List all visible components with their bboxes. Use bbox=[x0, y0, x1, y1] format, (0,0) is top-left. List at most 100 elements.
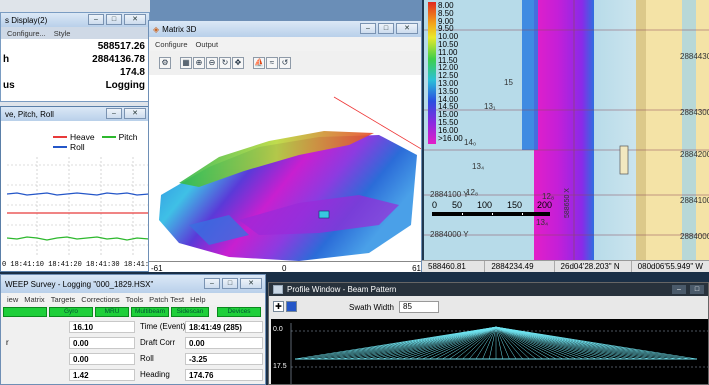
profile-axis-top: 0.0 bbox=[273, 326, 283, 333]
status-easting: 588460.81 bbox=[422, 261, 486, 272]
hpr-chart bbox=[7, 157, 149, 257]
maximize-button[interactable]: □ bbox=[690, 285, 704, 294]
legend-pitch: Pitch bbox=[118, 132, 138, 142]
menu-configure[interactable]: Configure bbox=[155, 39, 188, 49]
sounding-label: 15 bbox=[504, 78, 513, 87]
scale-label: 100 bbox=[476, 200, 492, 210]
status-longitude: 080d06'55.949" W bbox=[637, 262, 703, 271]
menu-patch-test[interactable]: Patch Test bbox=[149, 294, 185, 304]
beam-line bbox=[495, 326, 698, 360]
maximize-button[interactable]: □ bbox=[106, 14, 122, 25]
add-icon[interactable]: ✚ bbox=[273, 301, 284, 312]
pitch-line bbox=[7, 236, 149, 241]
maximize-button[interactable]: □ bbox=[222, 278, 238, 289]
sounding-label: 14₀ bbox=[464, 138, 477, 147]
row-value: 16.10 bbox=[69, 321, 135, 333]
rotate-icon[interactable]: ↻ bbox=[219, 57, 231, 69]
minimize-button[interactable]: – bbox=[88, 14, 104, 25]
display-window-title: s Display(2) bbox=[5, 15, 48, 25]
beam-line bbox=[368, 326, 497, 360]
beam-line bbox=[495, 326, 604, 360]
beam-line bbox=[495, 326, 557, 360]
close-button[interactable]: ✕ bbox=[124, 14, 146, 25]
beam-line bbox=[495, 326, 517, 360]
row-label bbox=[3, 369, 6, 381]
menu-output[interactable]: Output bbox=[195, 39, 219, 49]
pan-icon[interactable]: ✥ bbox=[232, 57, 244, 69]
matrix-settings-icon[interactable]: ⚙ bbox=[159, 57, 171, 69]
matrix-3d-view[interactable] bbox=[149, 75, 421, 273]
minimize-button[interactable]: – bbox=[204, 278, 220, 289]
hpr-window: ve, Pitch, Roll – ✕ Heave Pitch Roll 0 1… bbox=[0, 106, 150, 272]
grid-label: 2884100 Y bbox=[430, 190, 469, 199]
beam-line bbox=[495, 326, 550, 360]
status-light-multibeam[interactable]: Multibeam bbox=[131, 307, 169, 317]
depth-legend-label: 12.50 bbox=[438, 71, 459, 81]
minimize-button[interactable]: – bbox=[360, 23, 376, 34]
minimize-button[interactable]: – bbox=[106, 108, 122, 119]
menu-tools[interactable]: Tools bbox=[125, 294, 144, 304]
zoom-out-icon[interactable]: ⊖ bbox=[206, 57, 218, 69]
beam-line bbox=[355, 326, 497, 360]
window-strip bbox=[150, 0, 422, 20]
status-light-mru[interactable]: MRU bbox=[95, 307, 129, 317]
row-label: r bbox=[6, 338, 9, 347]
hpr-time-axis: 0 18:41:10 18:41:20 18:41:30 18:41:40 bbox=[2, 261, 150, 269]
menu-help[interactable]: Help bbox=[190, 294, 206, 304]
beam-line bbox=[375, 326, 497, 360]
beam-line bbox=[395, 326, 497, 360]
display-window-titlebar[interactable]: s Display(2) – □ ✕ bbox=[1, 13, 149, 27]
zoom-fit-icon[interactable]: ▦ bbox=[180, 57, 192, 69]
beam-line bbox=[495, 326, 597, 360]
beam-line bbox=[382, 326, 497, 360]
beam-line bbox=[475, 326, 497, 360]
close-button[interactable]: ✕ bbox=[396, 23, 418, 34]
sounding-label: 13₄ bbox=[536, 218, 549, 227]
menu-corrections[interactable]: Corrections bbox=[81, 294, 120, 304]
close-button[interactable]: ✕ bbox=[124, 108, 146, 119]
zoom-in-icon[interactable]: ⊕ bbox=[193, 57, 205, 69]
depth-legend-label: 11.00 bbox=[438, 47, 458, 57]
depth-legend-label: 15.50 bbox=[438, 118, 459, 127]
maximize-button[interactable]: □ bbox=[378, 23, 394, 34]
beam-line bbox=[455, 326, 497, 360]
depth-legend-label: >16.00 bbox=[438, 133, 463, 143]
status-light-sidescan[interactable]: Sidescan bbox=[171, 307, 209, 317]
save-icon[interactable] bbox=[286, 301, 297, 312]
hpr-window-titlebar[interactable]: ve, Pitch, Roll – ✕ bbox=[1, 107, 149, 121]
menu-targets[interactable]: Targets bbox=[50, 294, 76, 304]
swath-width-field[interactable]: 85 bbox=[399, 301, 439, 313]
row-label: Heading bbox=[140, 370, 170, 379]
scale-label: 50 bbox=[451, 200, 462, 210]
menu-configure[interactable]: Configure... bbox=[7, 28, 46, 38]
minimize-button[interactable]: – bbox=[672, 285, 686, 294]
depth-legend-label: 13.50 bbox=[438, 86, 459, 96]
survey-window-titlebar[interactable]: WEEP Survey - Logging "000_1829.HSX" – □… bbox=[1, 275, 265, 293]
grid-label: 2884300 bbox=[680, 108, 709, 117]
close-button[interactable]: ✕ bbox=[240, 278, 262, 289]
status-light-devices[interactable]: Devices bbox=[217, 307, 261, 317]
refresh-icon[interactable]: ↺ bbox=[279, 57, 291, 69]
menu-view[interactable]: iew bbox=[7, 294, 19, 304]
profile-window-titlebar[interactable]: Profile Window - Beam Pattern – □ bbox=[269, 283, 708, 296]
time-event-value: 18:41:49 (285) bbox=[185, 321, 263, 333]
beam-line bbox=[415, 326, 497, 360]
beam-line bbox=[469, 326, 497, 360]
status-light-gps[interactable] bbox=[3, 307, 47, 317]
roll-line bbox=[7, 192, 149, 196]
survey-map[interactable]: 8.00 8.50 9.00 9.50 10.00 10.50 11.00 11.50 12.0… bbox=[422, 0, 709, 272]
track-icon[interactable]: ≈ bbox=[266, 57, 278, 69]
menu-matrix[interactable]: Matrix bbox=[24, 294, 45, 304]
beam-line bbox=[495, 326, 510, 360]
boat-icon[interactable]: ⛵ bbox=[253, 57, 265, 69]
row-label bbox=[3, 323, 6, 335]
depth-legend-label: 14.00 bbox=[438, 94, 459, 104]
matrix-window-titlebar[interactable]: ◈ Matrix 3D – □ ✕ bbox=[149, 21, 421, 37]
beam-line bbox=[442, 326, 497, 360]
menu-style[interactable]: Style bbox=[53, 28, 71, 38]
beam-line bbox=[495, 326, 590, 360]
profile-window-title: Profile Window - Beam Pattern bbox=[287, 285, 397, 294]
display-row-label: us bbox=[3, 80, 15, 91]
status-light-gyro[interactable]: Gyro bbox=[49, 307, 93, 317]
row-label: Roll bbox=[140, 354, 154, 363]
